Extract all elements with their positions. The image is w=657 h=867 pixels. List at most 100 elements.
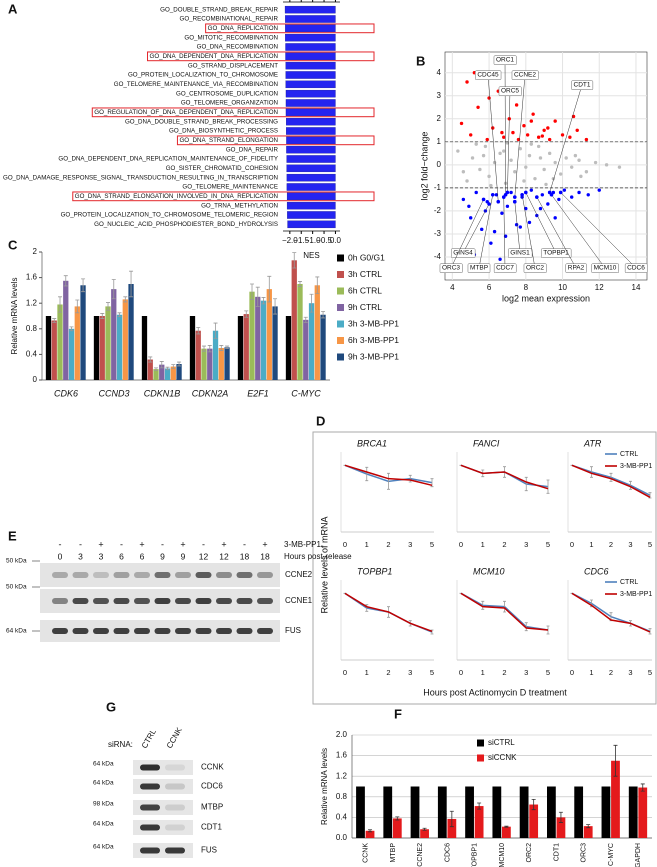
error-bar	[524, 476, 528, 492]
treatment-sign: +	[180, 539, 185, 549]
error-bar	[273, 298, 278, 315]
legend-label: siCCNK	[488, 753, 517, 762]
bar	[285, 52, 336, 61]
annotation-leader	[521, 194, 536, 269]
y-tick-label: 0	[33, 375, 38, 384]
bar	[285, 89, 336, 98]
category-label: GO_PROTEIN_LOCALIZATION_TO_CHROMOSOME_TE…	[61, 212, 278, 219]
x-tick-label: CCND3	[98, 388, 129, 398]
data-point	[522, 179, 526, 183]
blot-band	[257, 598, 273, 604]
annotated-point	[501, 195, 506, 199]
annotation-leader	[487, 74, 499, 202]
treatment-sign: +	[221, 539, 226, 549]
data-point	[579, 174, 583, 179]
blot-band	[175, 628, 191, 634]
bar	[170, 366, 176, 380]
data-point	[513, 170, 517, 174]
x-tick-label: 0	[570, 540, 574, 549]
bar	[287, 211, 336, 219]
annotation-label: CDC7	[496, 265, 514, 272]
protein-label: FUS	[201, 846, 217, 855]
blot-band	[195, 598, 212, 604]
y-tick-label: 0.0	[336, 833, 348, 842]
data-point	[498, 151, 502, 156]
annotation-leader	[551, 194, 606, 269]
error-bar	[477, 802, 482, 810]
data-point	[514, 223, 519, 227]
bar	[286, 201, 336, 210]
x-axis-label: Hours post Actinomycin D treatment	[423, 687, 567, 697]
panel-label: G	[106, 699, 116, 714]
annotated-point	[524, 190, 528, 195]
data-point	[586, 193, 590, 197]
data-point	[570, 195, 574, 199]
data-line	[344, 592, 433, 633]
legend-swatch	[337, 337, 344, 344]
bar	[284, 5, 336, 14]
y-tick-label: -2	[434, 206, 442, 215]
annotated-point	[549, 192, 554, 197]
x-tick-label: 6	[487, 283, 492, 292]
blot-band	[134, 572, 150, 578]
blot-band	[72, 598, 89, 604]
blot-band	[165, 783, 185, 790]
blot-band	[140, 783, 160, 790]
x-tick-label: 5	[648, 540, 652, 549]
annotation-box	[523, 263, 547, 273]
error-bar	[321, 311, 326, 319]
time-point: 3	[99, 551, 104, 561]
time-point: 6	[119, 551, 124, 561]
y-tick-label: 1.6	[336, 751, 348, 760]
data-point	[577, 158, 581, 162]
blot-band	[216, 598, 232, 604]
error-bar	[640, 783, 645, 792]
blot-band	[140, 804, 160, 811]
bar	[164, 368, 171, 380]
bar	[556, 817, 566, 838]
category-label: GO_DOUBLE_STRAND_BREAK_REPAIR	[160, 6, 278, 13]
legend-label: 0h G0/G1	[348, 252, 385, 262]
bar	[286, 117, 336, 126]
x-tick-label: 1	[365, 668, 369, 677]
blot-band	[113, 598, 130, 604]
blot-band	[113, 628, 130, 634]
x-tick-label: CDKN2A	[192, 388, 229, 398]
bar	[601, 786, 611, 838]
x-tick-label: CDKN1B	[144, 388, 181, 398]
data-point	[553, 119, 557, 123]
bar	[287, 220, 336, 229]
annotation-label: CCNE2	[514, 72, 536, 79]
data-point	[546, 126, 550, 130]
data-point	[481, 153, 486, 158]
data-point	[467, 204, 471, 209]
bar	[266, 289, 272, 380]
data-point	[487, 96, 491, 100]
x-tick-label: 3	[408, 540, 412, 549]
data-point	[489, 183, 493, 188]
legend-swatch	[337, 320, 344, 328]
x-tick-label: 5	[546, 668, 550, 677]
chart-title: CDC6	[584, 566, 609, 576]
data-point	[577, 190, 581, 195]
highlight-box	[91, 107, 375, 118]
lane-label: CTRL	[140, 727, 159, 750]
error-bar	[558, 811, 563, 823]
legend-label: CTRL	[620, 579, 638, 586]
y-tick-label: -4	[434, 252, 442, 261]
x-tick-label: 0	[459, 540, 463, 549]
marker-label: 64 kDa	[93, 821, 114, 828]
bar	[474, 806, 484, 838]
error-bar	[213, 322, 218, 339]
category-label: GO_PROTEIN_LOCALIZATION_TO_CHROMOSOME	[128, 72, 278, 79]
data-point	[469, 216, 473, 220]
error-bar	[63, 275, 68, 287]
annotation-box	[507, 248, 533, 258]
annotation-box	[493, 55, 517, 65]
data-point	[492, 229, 497, 234]
panel-label: D	[316, 413, 325, 428]
annotation-box	[565, 263, 587, 273]
y-tick-label: 2	[33, 247, 38, 256]
bar	[260, 300, 267, 380]
annotation-label: ORC3	[442, 265, 460, 272]
